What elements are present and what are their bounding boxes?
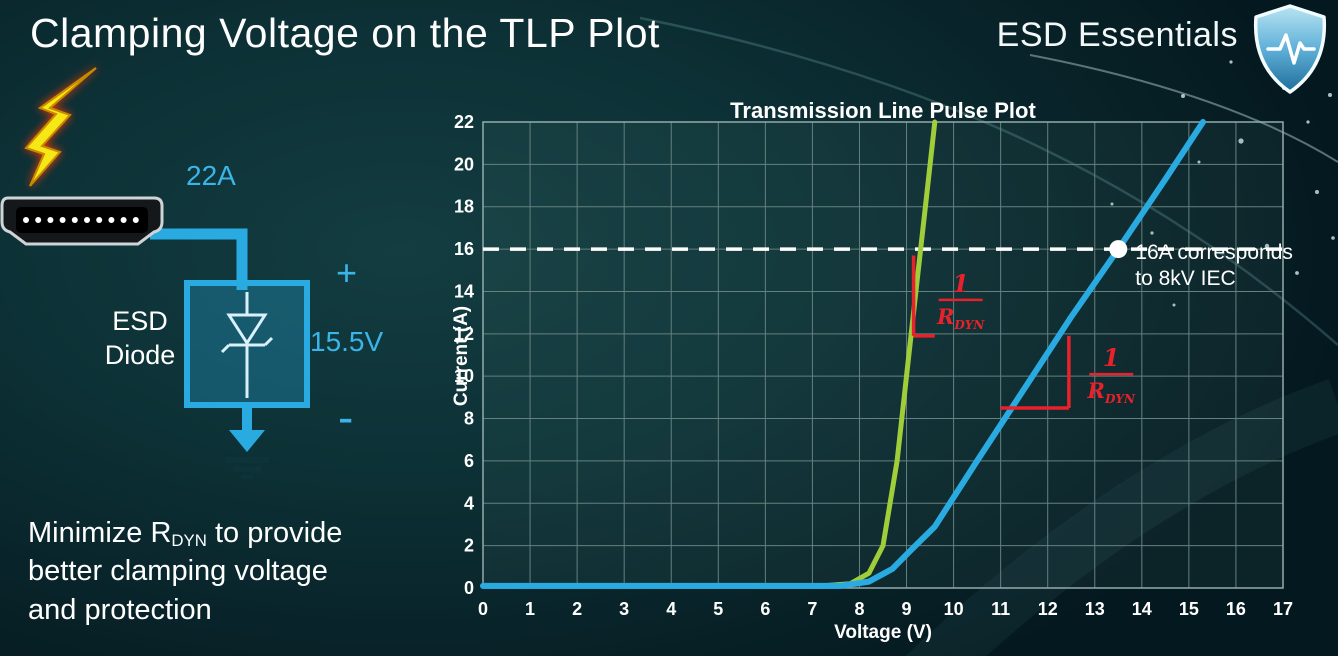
svg-text:17: 17 <box>1273 599 1293 619</box>
svg-text:15: 15 <box>1179 599 1199 619</box>
svg-text:3: 3 <box>619 599 629 619</box>
svg-text:14: 14 <box>1132 599 1152 619</box>
svg-text:8: 8 <box>464 409 474 429</box>
svg-text:16A corresponds: 16A corresponds <box>1135 241 1293 264</box>
plus-label: + <box>336 252 358 293</box>
svg-text:5: 5 <box>713 599 723 619</box>
svg-text:RDYN: RDYN <box>936 304 985 332</box>
svg-text:2: 2 <box>464 536 474 556</box>
svg-text:14: 14 <box>454 281 474 301</box>
hdmi-connector-icon <box>0 196 164 246</box>
surge-current-label: 22A <box>186 160 236 191</box>
svg-text:10: 10 <box>454 366 474 386</box>
svg-text:16: 16 <box>454 239 474 259</box>
svg-text:10: 10 <box>944 599 964 619</box>
diode-label-line2: Diode <box>104 340 176 370</box>
svg-text:1: 1 <box>525 599 535 619</box>
brand-name: ESD Essentials <box>996 16 1238 54</box>
svg-text:7: 7 <box>807 599 817 619</box>
chart-title: Transmission Line Pulse Plot <box>730 98 1036 123</box>
svg-text:20: 20 <box>454 154 474 174</box>
svg-text:16: 16 <box>1226 599 1246 619</box>
svg-text:1: 1 <box>1103 343 1120 372</box>
svg-text:12: 12 <box>1038 599 1058 619</box>
svg-text:2: 2 <box>572 599 582 619</box>
esd-circuit-graphic <box>0 67 310 479</box>
svg-text:6: 6 <box>760 599 770 619</box>
tlp-chart: Transmission Line Pulse Plot Current (A)… <box>440 95 1338 656</box>
svg-text:0: 0 <box>478 599 488 619</box>
svg-text:8: 8 <box>854 599 864 619</box>
svg-text:22: 22 <box>454 112 474 132</box>
surge-wire <box>150 228 248 290</box>
svg-text:0: 0 <box>464 578 474 598</box>
arrow-down-icon <box>229 430 265 452</box>
heartbeat-pulse-icon <box>1266 33 1316 65</box>
zener-diode-icon <box>220 292 274 398</box>
svg-text:4: 4 <box>666 599 676 619</box>
svg-text:9: 9 <box>902 599 912 619</box>
ground-icon <box>225 457 269 479</box>
esd-shield-icon <box>1253 4 1327 94</box>
note-line3: and protection <box>28 593 212 626</box>
svg-text:18: 18 <box>454 197 474 217</box>
svg-text:6: 6 <box>464 451 474 471</box>
note-subscript: DYN <box>171 531 207 551</box>
minus-label: - <box>338 391 354 443</box>
svg-text:11: 11 <box>991 599 1010 619</box>
svg-text:RDYN: RDYN <box>1087 378 1136 406</box>
takeaway-note: Minimize RDYN to provide better clamping… <box>28 514 438 629</box>
clamp-voltage-label: 15.5V <box>310 326 384 357</box>
lightning-icon <box>24 67 97 187</box>
x-axis-label: Voltage (V) <box>834 622 932 643</box>
svg-text:13: 13 <box>1085 599 1105 619</box>
svg-text:4: 4 <box>464 493 474 513</box>
slide-title: Clamping Voltage on the TLP Plot <box>30 10 660 56</box>
note-line1: Minimize RDYN to provide <box>28 517 343 551</box>
esd-diagram: 22A ESD Diode + 15.5V - <box>0 60 440 532</box>
svg-text:12: 12 <box>454 324 474 344</box>
plot-area: 0 1 2 3 4 5 6 7 8 9 10 11 12 13 14 15 16 1702468101214161… <box>454 112 1293 619</box>
svg-text:to 8kV IEC: to 8kV IEC <box>1135 267 1235 290</box>
note-line2: better clamping voltage <box>28 555 328 588</box>
svg-text:1: 1 <box>952 269 969 298</box>
diode-label-line1: ESD <box>112 306 168 336</box>
